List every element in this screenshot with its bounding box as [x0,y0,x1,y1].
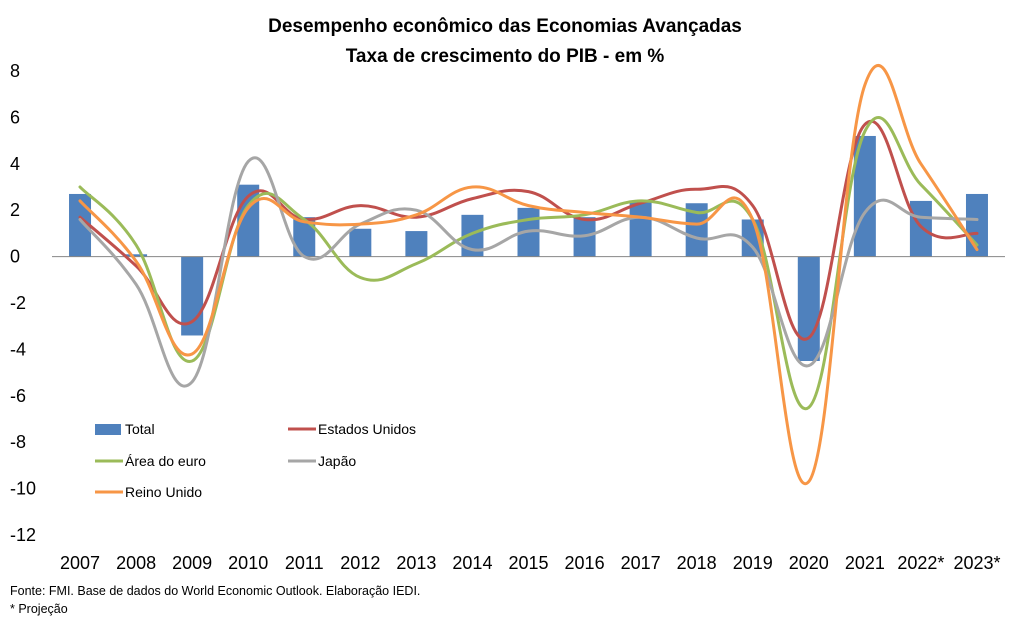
x-tick-label: 2014 [452,553,492,573]
bar-total [797,256,820,361]
chart-title: Desempenho econômico das Economias Avanç… [268,16,742,37]
bar-total [461,214,484,257]
x-tick-label: 2007 [60,553,100,573]
line-area-do-euro [78,116,979,411]
x-tick-label: 2009 [172,553,212,573]
x-tick-label: 2008 [116,553,156,573]
y-tick-label: 2 [10,200,20,220]
projection-note: * Projeção [10,602,68,616]
x-tick-label: 2015 [508,553,548,573]
bar-total [909,200,932,257]
legend-swatch-total [95,424,121,435]
x-tick-label: 2023* [953,553,1000,573]
x-tick-label: 2022* [897,553,944,573]
x-tick-label: 2012 [340,553,380,573]
bar-total [349,228,372,257]
bar-total [293,217,316,257]
y-tick-label: 0 [10,247,20,267]
line-reino-unido [78,64,979,486]
legend-label-japao: Japão [318,453,356,469]
x-tick-label: 2010 [228,553,268,573]
y-tick-label: -2 [10,293,26,313]
bar-total [405,231,428,257]
x-tick-label: 2018 [677,553,717,573]
x-axis-tick-labels: 2007 2008 2009 2010 2011 2012 2013 2014 2015 2016… [60,553,1000,573]
y-tick-label: 4 [10,154,20,174]
legend-label-reino-unido: Reino Unido [125,484,202,500]
x-tick-label: 2019 [733,553,773,573]
x-tick-label: 2020 [789,553,829,573]
source-note: Fonte: FMI. Base de dados do World Econo… [10,584,421,598]
y-tick-label: 8 [10,61,20,81]
y-tick-label: -4 [10,339,26,359]
line-series [78,64,979,486]
bar-total [125,254,148,257]
bar-total [685,203,708,257]
legend: Total Estados Unidos Área do euro Japão Rein… [95,421,416,500]
x-tick-label: 2013 [396,553,436,573]
legend-label-area-do-euro: Área do euro [125,453,206,469]
x-tick-label: 2011 [285,553,324,573]
bar-total [629,200,652,257]
legend-label-total: Total [125,421,155,437]
y-tick-label: -10 [10,479,36,499]
x-tick-label: 2016 [565,553,605,573]
x-tick-label: 2017 [621,553,661,573]
y-tick-label: -12 [10,525,36,545]
bar-total [69,193,92,257]
y-axis-tick-labels: -12 -10 -8 -6 -4 -2 0 2 4 6 8 [10,61,36,545]
legend-label-estados-unidos: Estados Unidos [318,421,416,437]
x-tick-label: 2021 [845,553,885,573]
y-tick-label: -6 [10,386,26,406]
y-tick-label: 6 [10,107,20,127]
y-tick-label: -8 [10,432,26,452]
chart-subtitle: Taxa de crescimento do PIB - em % [346,46,665,67]
bar-total [853,135,876,257]
